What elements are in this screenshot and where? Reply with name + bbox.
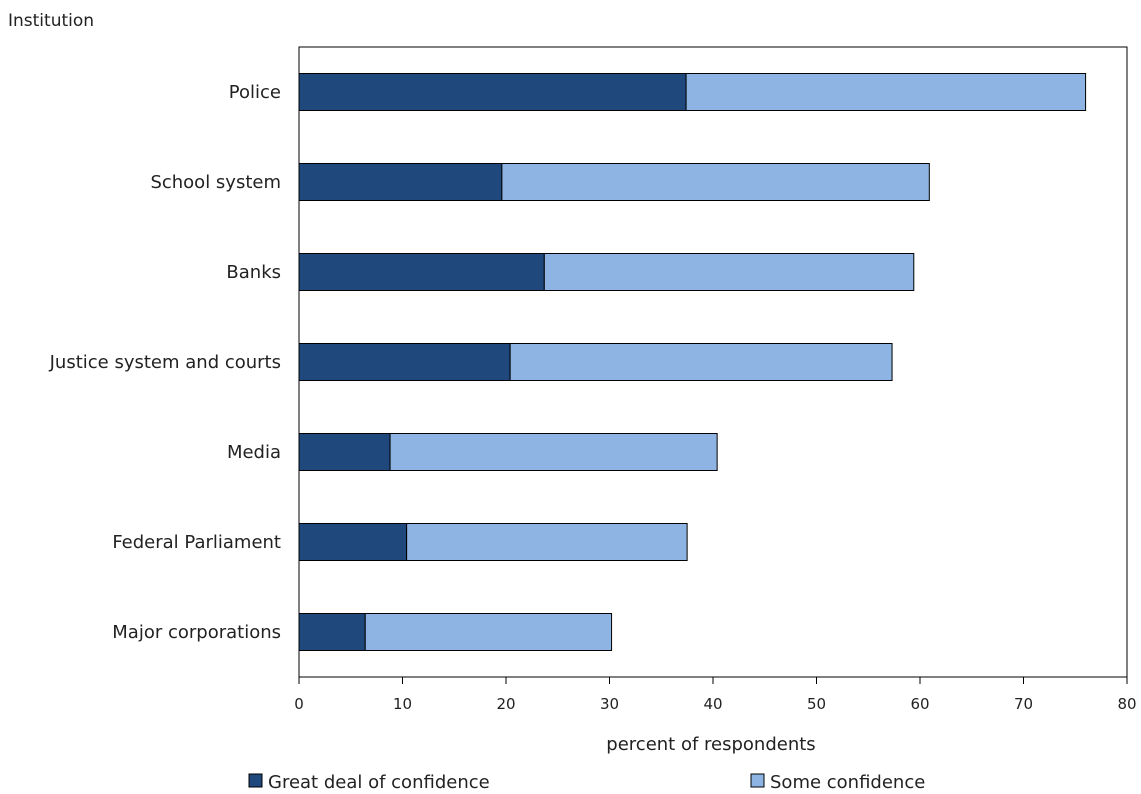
x-tick-label-7: 70 — [1014, 695, 1033, 713]
bar-great-deal-4 — [298, 433, 391, 471]
category-labels-group: Police School system Banks Justice system a… — [49, 82, 281, 643]
category-label-1: School system — [150, 172, 281, 193]
x-axis-title: percent of respondents — [606, 734, 815, 755]
legend-label-some: Some confidence — [770, 772, 925, 793]
bar-great-deal-2 — [298, 253, 545, 291]
x-tick-label-6: 60 — [910, 695, 929, 713]
x-tick-label-5: 50 — [807, 695, 826, 713]
bars-group — [298, 73, 1087, 651]
bar-great-deal-5 — [298, 523, 408, 561]
bar-some-5 — [406, 523, 688, 561]
bar-some-3 — [509, 343, 893, 381]
x-tick-label-8: 80 — [1117, 695, 1136, 713]
x-tick-label-0: 0 — [294, 695, 304, 713]
x-tick-label-3: 30 — [600, 695, 619, 713]
bar-great-deal-1 — [298, 163, 503, 201]
bar-some-6 — [364, 613, 613, 651]
legend-swatch-some — [750, 773, 765, 788]
x-tick-label-2: 20 — [496, 695, 515, 713]
legend: Great deal of confidence Some confidence — [248, 772, 925, 793]
x-tick-label-4: 40 — [703, 695, 722, 713]
legend-swatch-great-deal — [248, 773, 263, 788]
bar-some-0 — [685, 73, 1087, 111]
bar-some-2 — [543, 253, 915, 291]
category-label-5: Federal Parliament — [112, 532, 281, 553]
category-label-3: Justice system and courts — [49, 352, 281, 373]
y-axis-title: Institution — [8, 11, 94, 31]
bar-some-1 — [501, 163, 930, 201]
legend-label-great-deal: Great deal of confidence — [268, 772, 490, 793]
bar-great-deal-0 — [298, 73, 687, 111]
category-label-4: Media — [227, 442, 281, 463]
x-axis-ticks-group: 0 10 20 30 40 50 60 70 80 — [294, 677, 1137, 713]
category-label-2: Banks — [226, 262, 281, 283]
bar-great-deal-6 — [298, 613, 366, 651]
category-label-0: Police — [229, 82, 281, 103]
category-label-6: Major corporations — [112, 622, 281, 643]
bar-some-4 — [389, 433, 718, 471]
bar-great-deal-3 — [298, 343, 511, 381]
x-tick-label-1: 10 — [393, 695, 412, 713]
